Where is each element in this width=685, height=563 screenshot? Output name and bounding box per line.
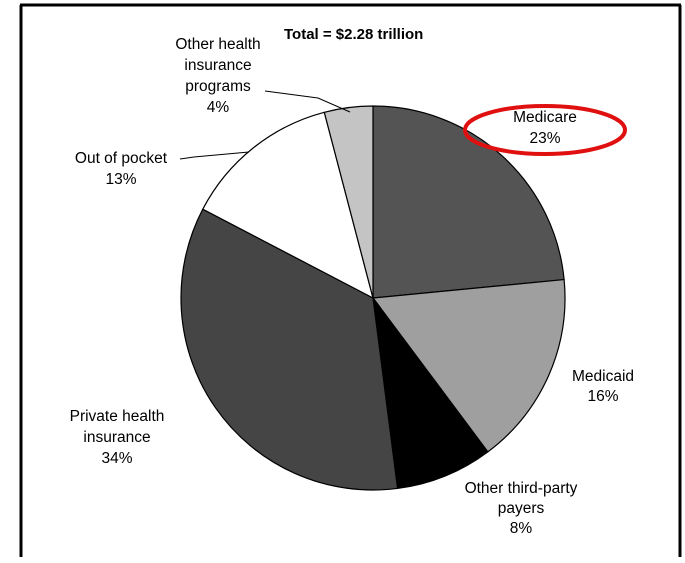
pie-slice-other-health-insurance-programs: [323, 105, 374, 299]
pie-slice-other-third-party-payers: [372, 297, 489, 490]
leader-line-out-of-pocket: [179, 151, 250, 160]
slice-label-line: Other health: [175, 36, 260, 53]
highlight-ellipse: [463, 104, 627, 156]
slice-label-line: insurance: [83, 429, 150, 446]
slice-label-private-health-insurance: Private health insurance 34%: [70, 408, 165, 467]
slice-label-line: Medicare: [513, 109, 577, 126]
slice-label-medicare: Medicare 23%: [513, 109, 577, 147]
slice-label-line: insurance: [184, 57, 251, 74]
pie-slices: [180, 105, 566, 491]
slice-label-line: Out of pocket: [75, 150, 168, 167]
slice-label-line: 23%: [529, 130, 560, 147]
slice-label-line: 34%: [101, 450, 132, 467]
leader-line-other-health-insurance-programs: [264, 90, 351, 113]
slice-label-line: 8%: [510, 520, 533, 537]
chart-title: Total = $2.28 trillion: [284, 26, 423, 43]
slice-label-line: 13%: [105, 171, 136, 188]
slice-label-other-third-party-payers: Other third-party payers 8%: [465, 480, 578, 537]
slice-label-line: 16%: [587, 388, 618, 405]
highlight-layer: [463, 104, 627, 156]
slice-label-medicaid: Medicaid 16%: [572, 368, 634, 405]
pie-slice-medicaid: [372, 278, 566, 453]
slice-label-other-health-insurance-programs: Other health insurance programs 4%: [175, 36, 260, 116]
slice-label-out-of-pocket: Out of pocket 13%: [75, 150, 168, 188]
slice-label-line: Other third-party: [465, 480, 578, 497]
slice-label-line: Private health: [70, 408, 165, 425]
pie-slice-out-of-pocket: [202, 111, 374, 299]
slice-labels: Medicare 23% Medicaid 16% Other third-party p…: [70, 36, 634, 537]
slice-label-line: payers: [498, 500, 545, 517]
leader-lines: [179, 90, 351, 160]
slice-label-line: programs: [185, 78, 251, 95]
pie-slice-private-health-insurance: [180, 208, 399, 491]
pie-slice-medicare: [372, 105, 565, 299]
slice-label-line: Medicaid: [572, 368, 634, 385]
slice-label-line: 4%: [207, 99, 230, 116]
